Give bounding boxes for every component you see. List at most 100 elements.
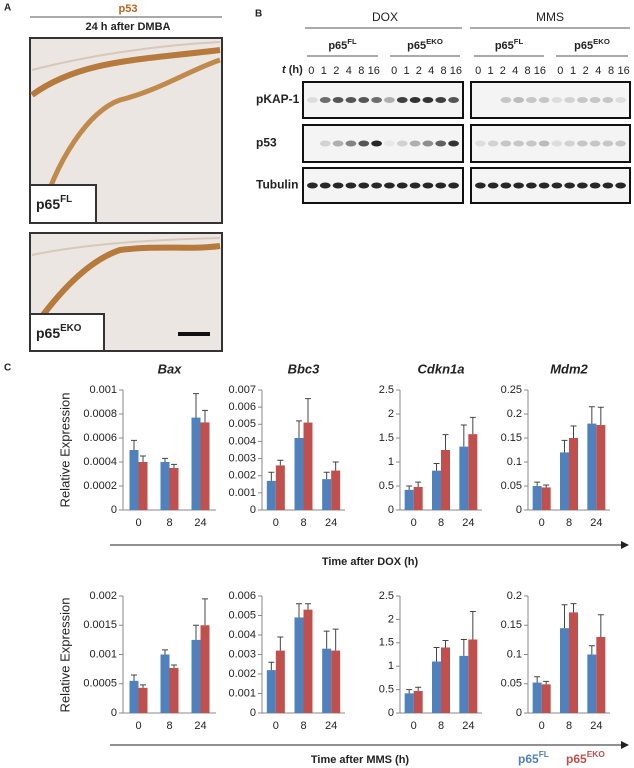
band — [435, 182, 447, 189]
y-tick-label: 1.5 — [379, 637, 394, 649]
band — [589, 182, 601, 189]
x-tick-label: 0 — [539, 720, 545, 732]
bar — [441, 647, 450, 713]
error-bar — [305, 603, 311, 610]
band — [384, 97, 395, 103]
bar — [275, 650, 285, 713]
x-tick-label: 8 — [166, 517, 172, 529]
error-bar — [162, 457, 168, 462]
band — [396, 182, 408, 189]
band — [422, 140, 434, 147]
bar — [138, 462, 148, 510]
band — [615, 140, 626, 147]
x-tick-label: 24 — [325, 720, 337, 732]
error-bar — [140, 455, 146, 462]
y-tick-label: 0.005 — [228, 418, 256, 430]
band — [345, 182, 357, 189]
x-axis-title: Time after MMS (h) — [311, 754, 410, 766]
y-tick-label: 0.001 — [228, 487, 256, 499]
band — [513, 97, 524, 103]
x-tick-label: 0 — [135, 720, 141, 732]
error-bar — [406, 689, 413, 694]
bar — [596, 425, 606, 510]
y-tick-label: 0.004 — [228, 629, 256, 641]
y-tick-label: 0.002 — [228, 668, 256, 680]
lane-label: 2 — [333, 65, 339, 77]
band — [307, 97, 318, 103]
lane-label: 4 — [346, 65, 352, 77]
lane-label: 4 — [512, 65, 518, 77]
genotype-label: p65FL — [518, 749, 549, 766]
band — [500, 182, 512, 189]
y-axis-title: Relative Expression — [57, 598, 72, 713]
error-bar — [171, 664, 177, 668]
band — [526, 97, 537, 103]
band — [332, 140, 344, 147]
band — [602, 182, 614, 189]
y-tick-label: 0.0004 — [83, 456, 117, 468]
band — [577, 97, 588, 103]
x-tick-label: 8 — [566, 720, 572, 732]
y-tick-label: 0.0015 — [83, 619, 117, 631]
band — [577, 182, 588, 189]
panel-subtitle: 24 h after DMBA — [86, 21, 171, 33]
error-bar — [570, 425, 577, 438]
lane-label: 2 — [583, 65, 589, 77]
y-tick-label: 0.2 — [507, 408, 522, 420]
bar — [413, 691, 423, 713]
lane-label: 16 — [368, 65, 380, 77]
error-bar — [296, 420, 302, 438]
bar — [191, 417, 201, 510]
bar — [468, 434, 478, 510]
x-tick-label: 0 — [273, 517, 279, 529]
band — [371, 182, 382, 189]
bar — [129, 450, 139, 510]
lane-label: 2 — [416, 65, 422, 77]
band — [319, 97, 331, 103]
bar — [160, 654, 170, 713]
band — [358, 97, 370, 103]
blot — [470, 81, 631, 119]
band — [500, 97, 512, 103]
error-bar — [442, 639, 449, 648]
y-tick-label: 2 — [388, 613, 394, 625]
bar — [532, 682, 542, 713]
band — [422, 182, 434, 189]
y-tick-label: 0.001 — [89, 384, 117, 396]
error-bar — [268, 471, 275, 481]
bar — [138, 687, 148, 713]
band — [307, 182, 318, 189]
bar — [569, 612, 578, 713]
bar — [169, 667, 179, 713]
error-bar — [332, 461, 339, 471]
band — [435, 97, 447, 103]
chart-title: Bbc3 — [288, 361, 321, 376]
band — [564, 97, 575, 103]
y-tick-label: 0 — [388, 707, 394, 719]
x-axis-title: Time after DOX (h) — [322, 556, 419, 568]
error-bar — [433, 462, 440, 471]
y-tick-label: 2 — [388, 408, 394, 420]
lane-label: 0 — [308, 65, 314, 77]
y-tick-label: 0.006 — [228, 401, 256, 413]
y-tick-label: 0.5 — [379, 684, 394, 696]
x-tick-label: 8 — [300, 720, 306, 732]
y-tick-label: 0.15 — [501, 432, 522, 444]
panel-label: C — [4, 363, 11, 374]
x-tick-label: 8 — [300, 517, 306, 529]
lane-label: 0 — [557, 65, 563, 77]
band — [487, 182, 499, 189]
blot-label: p53 — [256, 136, 277, 150]
blot — [470, 124, 631, 163]
y-tick-label: 0.0006 — [83, 432, 117, 444]
y-tick-label: 0.05 — [501, 678, 522, 690]
bar — [200, 422, 210, 510]
bar — [432, 661, 441, 713]
y-tick-label: 2.5 — [379, 590, 394, 602]
y-tick-label: 0.004 — [228, 435, 256, 447]
y-tick-label: 0 — [250, 504, 256, 516]
error-bar — [460, 424, 467, 447]
error-bar — [323, 471, 330, 480]
error-bar — [415, 686, 422, 692]
y-tick-label: 0.1 — [507, 456, 522, 468]
